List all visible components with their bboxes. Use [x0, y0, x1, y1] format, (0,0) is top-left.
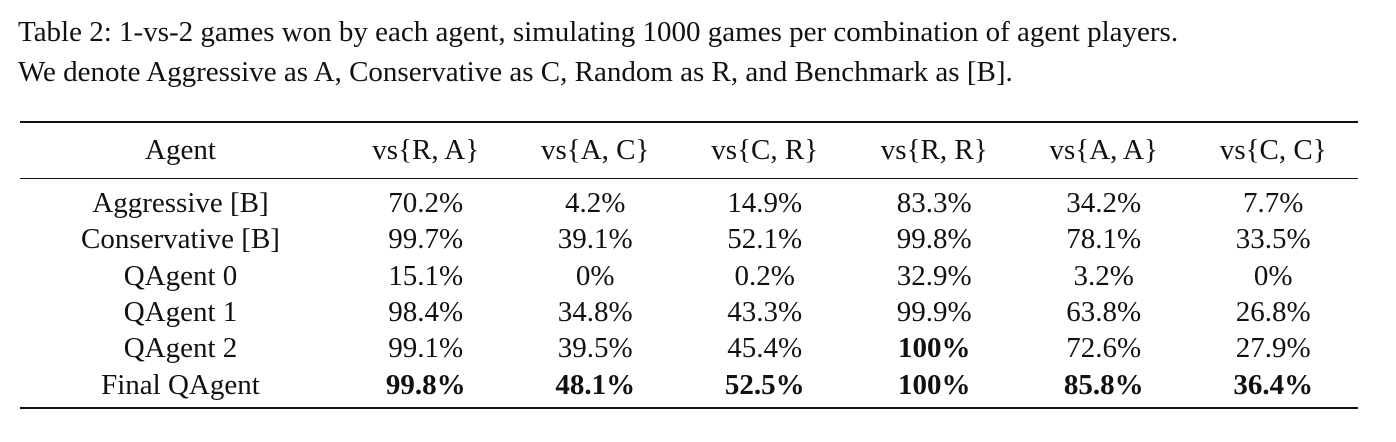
win-rate-cell: 0% [575, 259, 615, 292]
win-rate-cell: 0.2% [734, 259, 795, 292]
agent-name-cell: Conservative [B] [81, 223, 280, 256]
win-rate-cell: 99.8% [340, 366, 511, 409]
table-row: QAgent 1 98.4% 34.8% 43.3% 99.9% 63.8% 26.8% [20, 294, 1358, 330]
win-rate-cell: 70.2% [388, 187, 464, 220]
win-rate-cell: 85.8% [1018, 366, 1189, 409]
header-vs-a-a: vs{A, A} [1018, 121, 1189, 179]
table-row: Conservative [B] 99.7% 39.1% 52.1% 99.8% 78.1… [20, 221, 1358, 257]
win-rate-cell: 39.5% [557, 332, 633, 365]
win-rate-cell: 63.8% [1066, 296, 1142, 329]
header-vs-r-r: vs{R, R} [849, 121, 1019, 179]
win-rate-cell: 34.2% [1066, 187, 1142, 220]
win-rate-cell: 14.9% [727, 187, 803, 220]
table-body: Aggressive [B] 70.2% 4.2% 14.9% 83.3% 34.2% 7.… [20, 179, 1358, 409]
agent-name-cell: QAgent 0 [123, 259, 238, 292]
win-rate-cell: 45.4% [727, 332, 803, 365]
win-rate-cell: 34.8% [557, 296, 633, 329]
table-row: Aggressive [B] 70.2% 4.2% 14.9% 83.3% 34.2% 7.… [20, 179, 1358, 222]
win-rate-cell: 99.9% [896, 296, 972, 329]
win-rate-cell: 52.5% [679, 366, 850, 409]
win-rate-cell: 83.3% [896, 187, 972, 220]
win-rate-cell: 4.2% [564, 187, 626, 220]
table-caption: Table 2: 1-vs-2 games won by each agent,… [18, 12, 1388, 92]
table-row: QAgent 0 15.1% 0% 0.2% 32.9% 3.2% 0% [20, 258, 1358, 294]
win-rate-cell: 48.1% [510, 366, 680, 409]
win-rate-cell: 99.7% [388, 223, 464, 256]
caption-line-2: We denote Aggressive as A, Conservative … [18, 56, 1013, 88]
win-rate-cell: 99.8% [896, 223, 972, 256]
caption-line-1: Table 2: 1-vs-2 games won by each agent,… [18, 16, 1179, 48]
agent-name-cell: Aggressive [B] [92, 187, 269, 220]
table-row: Final QAgent 99.8% 48.1% 52.5% 100% 85.8% 36.4… [20, 366, 1358, 409]
win-rate-cell: 26.8% [1235, 296, 1311, 329]
agent-name-cell: QAgent 1 [123, 296, 238, 329]
win-rate-cell: 99.1% [388, 332, 464, 365]
win-rate-cell: 0% [1253, 259, 1293, 292]
win-rate-cell: 33.5% [1235, 223, 1311, 256]
win-rate-cell: 98.4% [388, 296, 464, 329]
win-rate-cell: 15.1% [388, 259, 464, 292]
agent-name-cell: Final QAgent [20, 366, 341, 409]
win-rate-cell: 78.1% [1066, 223, 1142, 256]
win-rate-cell: 52.1% [727, 223, 803, 256]
win-rate-cell: 27.9% [1235, 332, 1311, 365]
win-rate-cell: 32.9% [896, 259, 972, 292]
win-rate-cell: 3.2% [1073, 259, 1134, 292]
win-rate-cell: 36.4% [1188, 366, 1358, 409]
results-table-container: Agent vs{R, A} vs{A, C} vs{C, R} vs{R, R… [20, 121, 1358, 409]
header-vs-a-c: vs{A, C} [510, 121, 680, 179]
win-rate-cell: 100% [897, 332, 971, 365]
win-rate-cell: 100% [849, 366, 1019, 409]
table-header-row: Agent vs{R, A} vs{A, C} vs{C, R} vs{R, R… [20, 121, 1358, 179]
win-rate-cell: 7.7% [1243, 187, 1304, 220]
header-agent: Agent [20, 121, 341, 179]
win-rate-cell: 39.1% [557, 223, 633, 256]
header-vs-c-c: vs{C, C} [1188, 121, 1358, 179]
agent-name-cell: QAgent 2 [123, 332, 238, 365]
table-row: QAgent 2 99.1% 39.5% 45.4% 100% 72.6% 27.9% [20, 330, 1358, 366]
win-rate-cell: 43.3% [727, 296, 803, 329]
win-rate-cell: 72.6% [1066, 332, 1142, 365]
header-vs-c-r: vs{C, R} [679, 121, 850, 179]
results-table: Agent vs{R, A} vs{A, C} vs{C, R} vs{R, R… [20, 121, 1358, 409]
header-vs-r-a: vs{R, A} [340, 121, 511, 179]
